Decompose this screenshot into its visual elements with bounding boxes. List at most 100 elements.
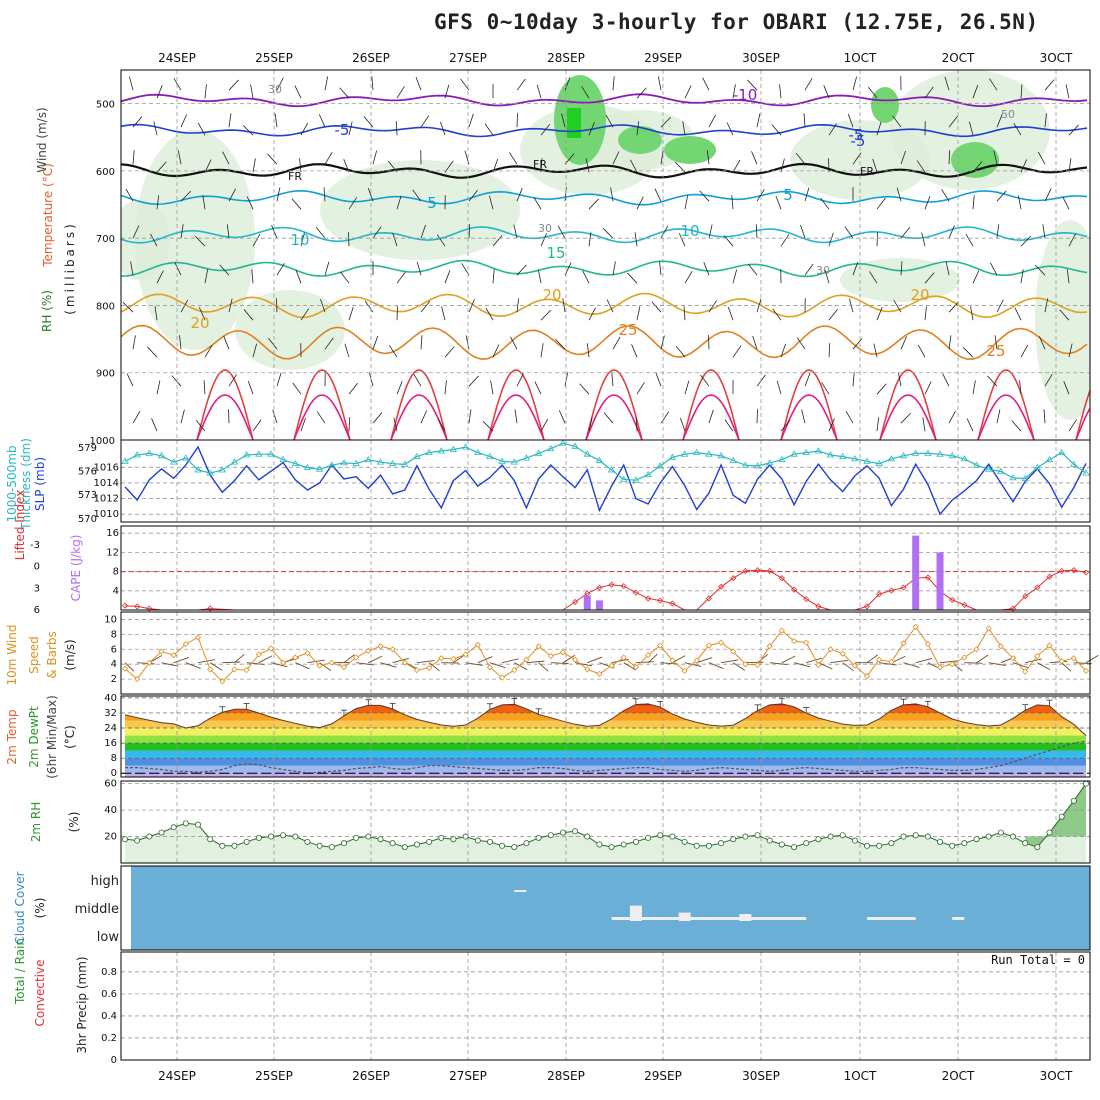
- wind-barb: [708, 114, 716, 128]
- wind-barb: [900, 227, 911, 239]
- wind-barb-10m: [185, 662, 201, 669]
- wind-barb: [684, 270, 693, 284]
- wind-barb: [893, 299, 902, 313]
- lifted-index-point: [669, 600, 676, 607]
- rh-point: [426, 838, 433, 845]
- wind-barb-10m: [769, 662, 788, 666]
- wind-speed-point: [438, 655, 445, 662]
- surface-heat-contour: [585, 369, 643, 440]
- wind-barb: [611, 372, 614, 387]
- date-label-bottom: 3OCT: [1040, 1069, 1073, 1083]
- wind-barb: [917, 344, 926, 358]
- wind-barb-10m: [416, 660, 435, 664]
- thickness-point: [972, 461, 981, 468]
- wind-barb-10m: [1085, 654, 1099, 664]
- wind-barb: [156, 85, 163, 99]
- rh-point: [730, 836, 737, 843]
- wind-speed-point: [316, 662, 323, 669]
- contour-label: 10: [290, 231, 309, 249]
- wind-barb: [204, 159, 212, 173]
- wind-barb-10m: [380, 662, 397, 668]
- rh-point: [839, 832, 846, 839]
- contour-label: 5: [427, 194, 437, 212]
- thickness-point: [632, 476, 640, 483]
- lifted-index-point: [766, 567, 773, 574]
- ylabel-wind10m: (m/s): [63, 639, 77, 670]
- wind-barb: [845, 410, 854, 424]
- ylabel-wind10m: & Barbs: [45, 631, 59, 679]
- thickness-point: [182, 454, 190, 461]
- wind-speed-point: [876, 656, 883, 663]
- wind-barb: [485, 307, 494, 321]
- thickness-point: [218, 466, 227, 473]
- temp-tick-label: 0: [111, 768, 117, 779]
- wind-barb: [1059, 309, 1070, 321]
- wind-barb-10m: [1049, 660, 1068, 664]
- wind-barb: [996, 409, 1001, 424]
- wind-speed-point: [681, 667, 688, 674]
- rh-area-high: [1025, 783, 1086, 848]
- rh-high-shade: [871, 87, 899, 123]
- lifted-index-point: [1082, 569, 1090, 576]
- wind-speed-point: [1022, 668, 1029, 675]
- rh-point: [207, 836, 214, 843]
- ylabel-rh2m: 2m RH: [29, 802, 43, 843]
- wind-barb-10m: [879, 662, 897, 666]
- wind-barb: [684, 380, 690, 395]
- thickness-point: [352, 459, 360, 467]
- cape-tick-label: 16: [106, 528, 119, 539]
- wind-speed-point: [207, 666, 214, 673]
- wind-barb: [972, 270, 980, 284]
- wind-barb: [723, 235, 734, 247]
- thickness-point: [559, 439, 567, 446]
- wind-barb: [800, 224, 806, 239]
- wind-barb: [396, 195, 402, 210]
- wind-barb: [994, 335, 998, 350]
- wind-speed-point: [791, 638, 798, 645]
- wind-barb: [468, 224, 471, 239]
- lifted-index-point: [900, 584, 907, 591]
- wind-barb: [276, 77, 284, 91]
- date-label-top: 3OCT: [1040, 51, 1073, 65]
- wind-speed-point: [353, 654, 360, 661]
- thickness-point: [437, 447, 446, 454]
- temp-color-band: [125, 728, 1086, 736]
- wind-barb: [747, 79, 758, 91]
- lifted-index-point: [632, 589, 639, 596]
- wind-speed-point: [827, 646, 834, 653]
- wind-barb: [444, 346, 455, 358]
- temp-tick-label: 40: [104, 693, 117, 704]
- rh-point: [158, 829, 165, 836]
- wind-barb: [323, 187, 326, 202]
- thickness-point: [401, 460, 409, 467]
- thickness-point: [461, 443, 470, 450]
- slp-tick-label: 1012: [94, 494, 119, 505]
- temp-2m-line: [124, 703, 1087, 736]
- rh-point: [693, 842, 700, 849]
- wind-barb: [132, 116, 143, 128]
- wind-barb-10m: [222, 661, 241, 664]
- wind-barb: [202, 195, 206, 210]
- wind-barb: [1017, 195, 1022, 210]
- chart-title: GFS 0~10day 3-hourly for OBARI (12.75E, …: [434, 10, 1039, 34]
- rh-point: [267, 833, 274, 840]
- panel-frame-1: [120, 439, 1091, 523]
- contour-label: -5: [335, 121, 350, 139]
- rh-max-shade: [567, 108, 581, 138]
- wind-barb-10m: [550, 662, 569, 665]
- thickness-point: [1057, 448, 1066, 456]
- wind-barb-10m: [672, 655, 686, 664]
- thickness-point: [413, 452, 421, 460]
- wind-barb: [468, 375, 479, 387]
- contour-label: -5: [851, 132, 866, 150]
- wind-barb: [612, 151, 620, 165]
- wind-speed-point: [365, 647, 372, 654]
- rh-point: [985, 833, 992, 840]
- wind-barb: [660, 150, 664, 165]
- wind-barb: [557, 225, 566, 239]
- wind-speed-point: [924, 641, 931, 648]
- thickness-point: [1009, 474, 1017, 481]
- thickness-line: [124, 442, 1087, 481]
- wind-speed-point: [620, 654, 627, 661]
- wind-barb: [579, 383, 590, 395]
